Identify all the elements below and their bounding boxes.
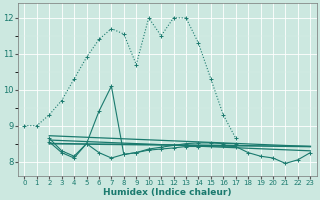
X-axis label: Humidex (Indice chaleur): Humidex (Indice chaleur) [103,188,232,197]
